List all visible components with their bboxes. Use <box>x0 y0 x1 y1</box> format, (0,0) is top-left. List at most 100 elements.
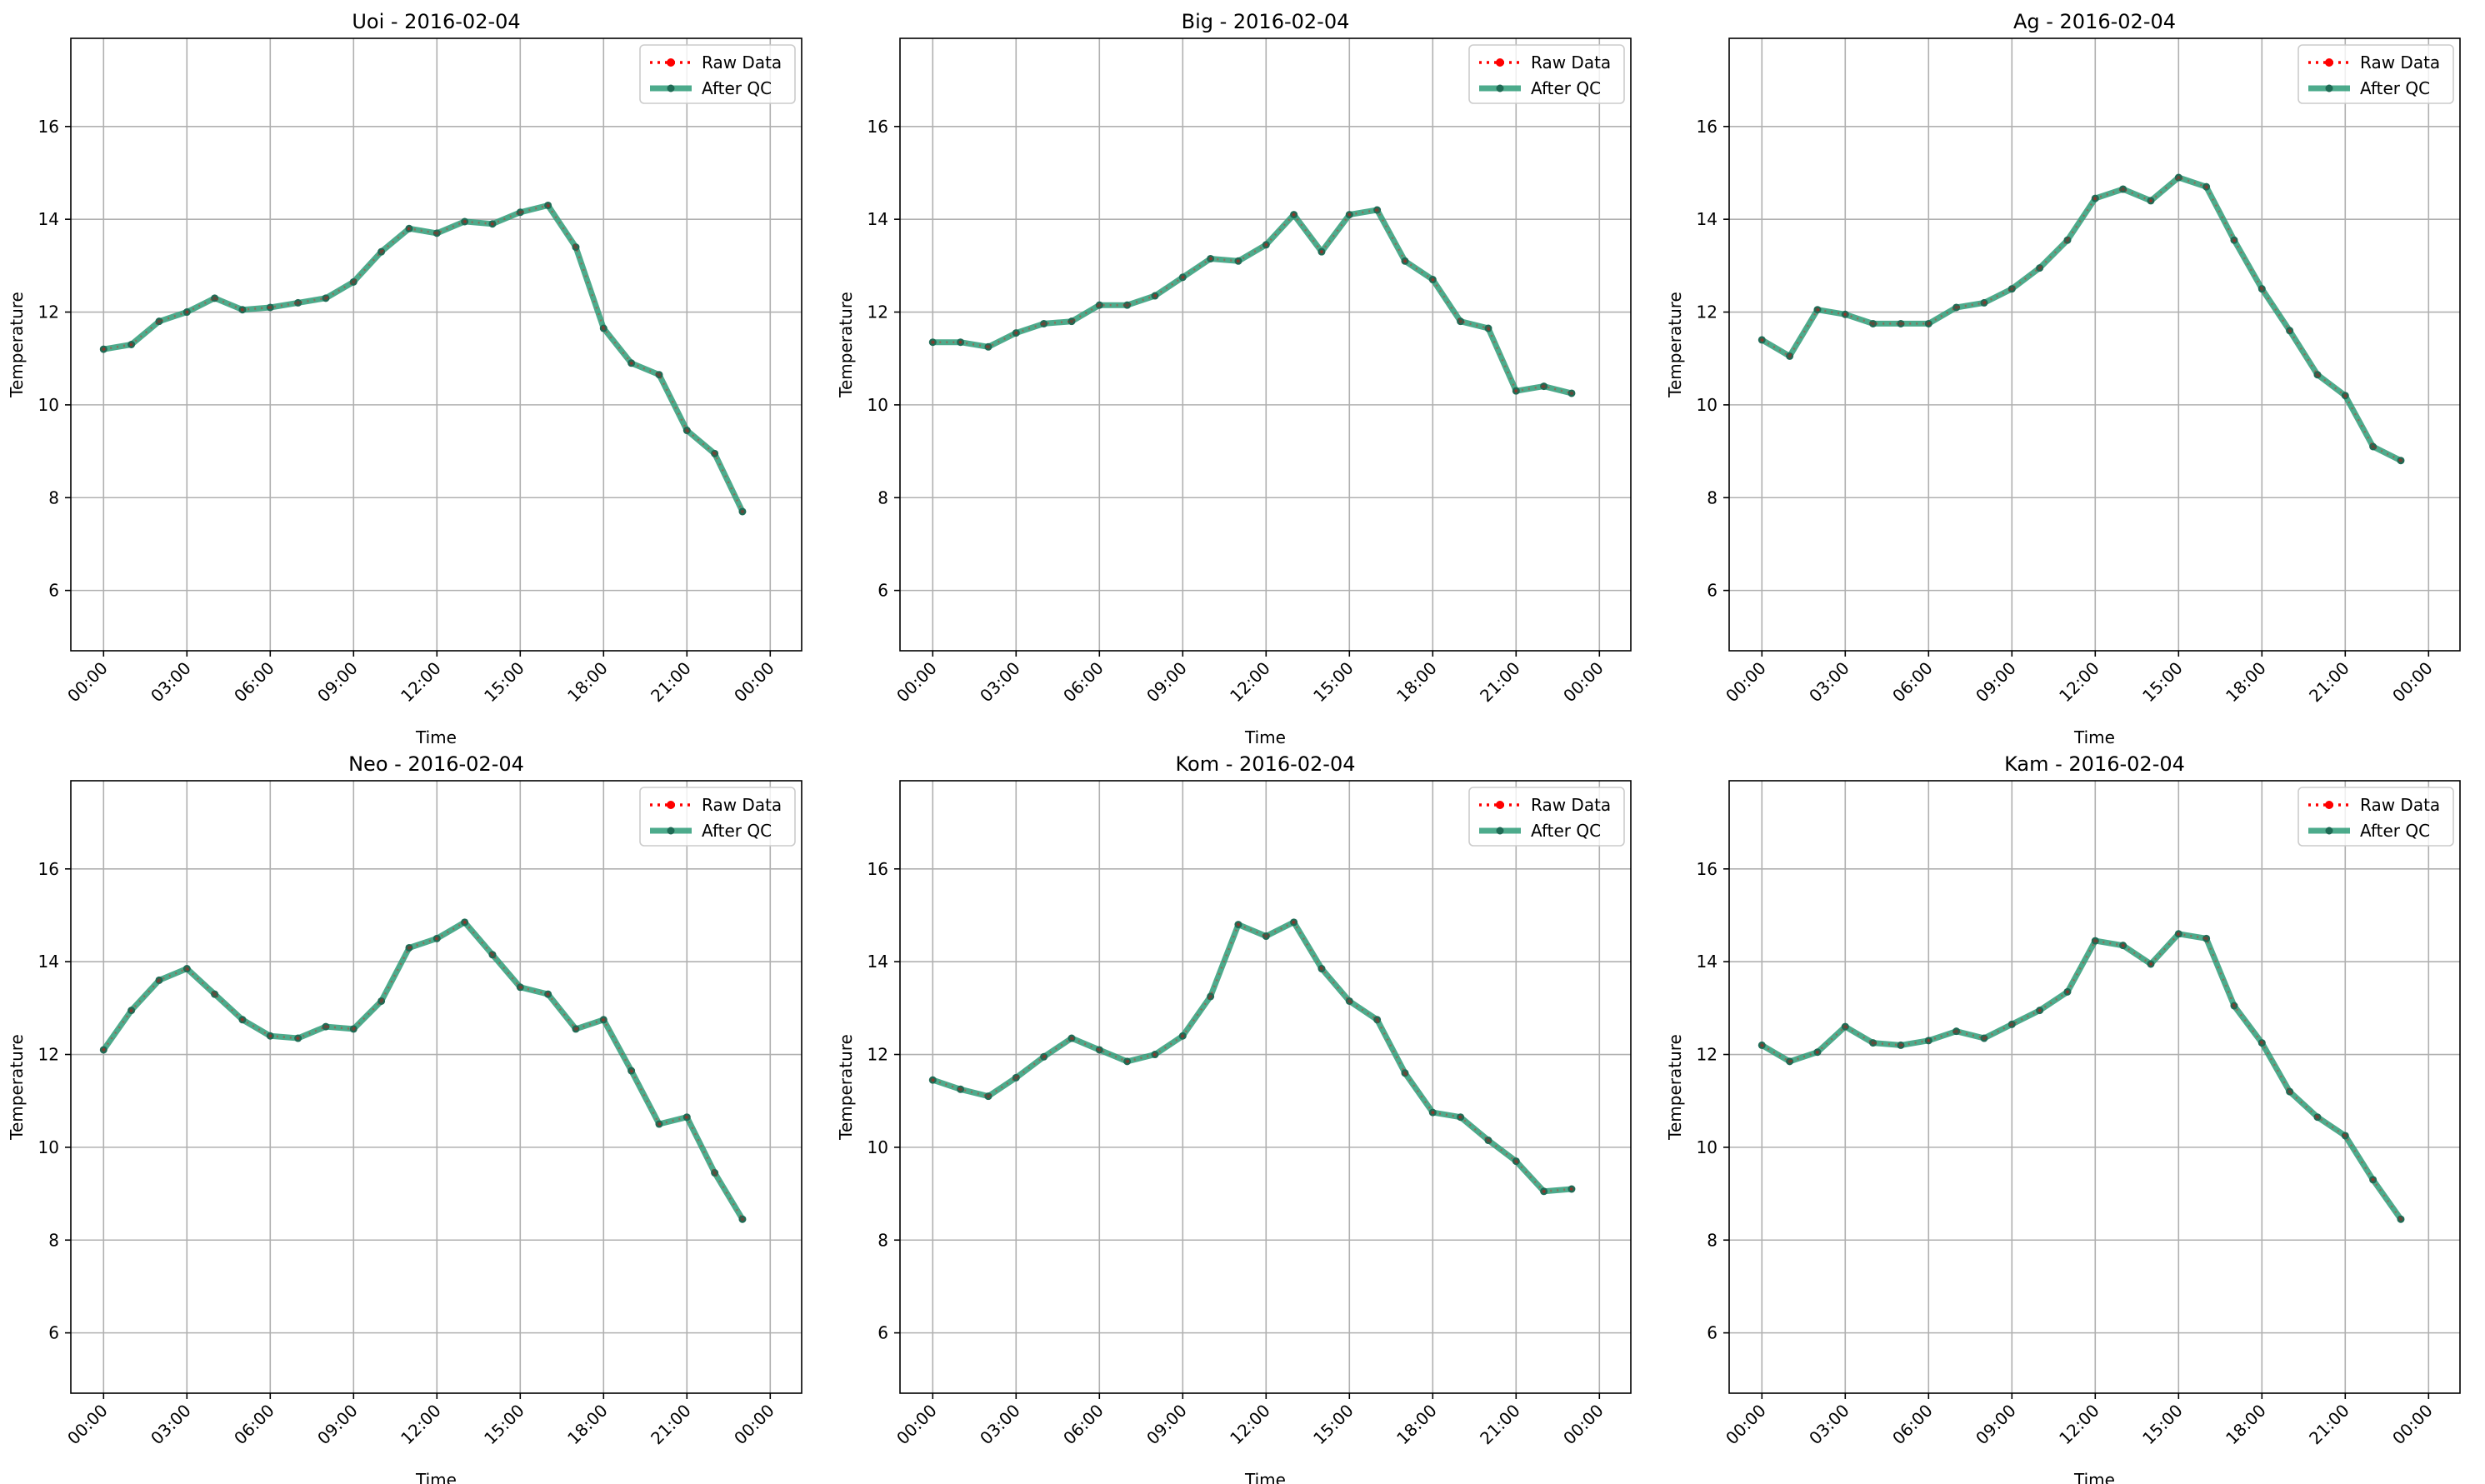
after-qc-point <box>2286 1087 2294 1096</box>
legend-raw-marker <box>667 58 675 67</box>
raw-data-point <box>1069 1036 1074 1041</box>
after-qc-point <box>2091 937 2099 945</box>
raw-data-point <box>185 967 189 971</box>
after-qc-point <box>1924 319 1932 327</box>
raw-data-line <box>1761 176 2402 462</box>
raw-data-point <box>1760 1043 1764 1047</box>
raw-data-point <box>1348 999 1352 1003</box>
raw-data-line <box>932 921 1572 1193</box>
y-tick-label: 12 <box>38 302 59 322</box>
raw-data-point <box>2204 184 2208 189</box>
raw-data-point <box>629 1068 633 1073</box>
after-qc-point <box>1012 329 1020 337</box>
plot-frame <box>899 37 1632 652</box>
y-tick-label: 6 <box>48 1323 59 1343</box>
raw-data-point <box>1871 322 1875 326</box>
raw-data-point <box>712 452 717 456</box>
after-qc-point <box>2286 327 2294 335</box>
after-qc-point <box>711 449 719 457</box>
after-qc-line <box>100 919 746 1222</box>
after-qc-point <box>1012 1073 1020 1082</box>
legend-qc-marker <box>1496 84 1504 92</box>
x-tick-label: 03:00 <box>1805 658 1853 707</box>
subplot-title: Kam - 2016-02-04 <box>2004 752 2185 776</box>
y-tick-label: 16 <box>38 117 59 137</box>
after-qc-point <box>1345 997 1353 1005</box>
raw-data-point <box>352 280 356 284</box>
y-tick-label: 8 <box>1707 487 1718 507</box>
raw-data-point <box>629 361 633 365</box>
raw-data-point <box>2371 1177 2375 1182</box>
raw-data-point <box>1402 1071 1408 1075</box>
after-qc-point <box>1457 317 1465 326</box>
raw-data-point <box>2065 990 2070 994</box>
after-qc-point <box>1373 1016 1382 1024</box>
raw-data-point <box>1815 1050 1820 1054</box>
subplot-title: Big - 2016-02-04 <box>1182 10 1350 33</box>
raw-data-point <box>435 231 439 236</box>
after-qc-point <box>2258 285 2266 293</box>
legend-raw-label: Raw Data <box>2360 795 2440 815</box>
after-qc-point <box>1512 1157 1520 1166</box>
legend-qc-label: After QC <box>2360 78 2430 98</box>
after-qc-point <box>128 341 136 348</box>
x-tick-label: 21:00 <box>2305 1401 2353 1449</box>
x-tick-label: 09:00 <box>313 658 362 707</box>
x-tick-label: 06:00 <box>1888 1401 1937 1449</box>
subplot-6: 6 8 10 12 14 16 00:00 03:00 06:00 09:00 12:00 15:00… <box>1665 752 2461 1484</box>
raw-data-point <box>240 1017 245 1022</box>
after-qc-point <box>1457 1113 1465 1122</box>
plot-frame <box>899 780 1632 1394</box>
y-tick-label: 8 <box>878 1230 888 1250</box>
raw-data-point <box>546 992 550 997</box>
y-tick-label: 12 <box>38 1045 59 1065</box>
after-qc-point <box>1151 292 1159 300</box>
x-tick-label: 18:00 <box>563 1401 612 1449</box>
x-tick-label: 00:00 <box>2388 658 2437 707</box>
x-tick-label: 03:00 <box>1805 1401 1853 1449</box>
raw-data-point <box>1014 1076 1018 1080</box>
after-qc-point <box>405 943 413 952</box>
x-tick-label: 12:00 <box>1226 658 1274 707</box>
after-qc-point <box>432 229 441 237</box>
raw-data-point <box>2288 328 2292 332</box>
raw-data-point <box>1486 326 1491 331</box>
after-qc-point <box>738 507 747 516</box>
legend-raw-marker <box>2325 801 2333 809</box>
raw-data-point <box>2148 198 2153 203</box>
x-tick-label: 00:00 <box>2388 1401 2437 1449</box>
after-qc-point <box>211 294 219 302</box>
x-tick-label: 03:00 <box>976 658 1024 707</box>
after-qc-point <box>1980 298 1988 307</box>
y-tick-label: 10 <box>1697 395 1718 415</box>
after-qc-point <box>2063 236 2072 244</box>
raw-data-point <box>958 340 962 344</box>
raw-data-point <box>1927 1038 1931 1043</box>
raw-data-point <box>2260 287 2264 291</box>
x-tick-label: 12:00 <box>397 1401 445 1449</box>
after-qc-point <box>1290 211 1298 219</box>
after-qc-point <box>516 208 524 217</box>
x-tick-label: 06:00 <box>230 658 278 707</box>
x-tick-label: 09:00 <box>1972 1401 2020 1449</box>
x-tick-label: 03:00 <box>147 658 195 707</box>
after-qc-point <box>1401 1069 1409 1077</box>
after-qc-point <box>1345 211 1353 219</box>
after-qc-point <box>1178 1032 1187 1040</box>
after-qc-point <box>599 1016 608 1024</box>
y-tick-label: 14 <box>868 209 888 229</box>
after-qc-point <box>2119 185 2128 193</box>
raw-data-point <box>1125 1059 1129 1064</box>
raw-data-point <box>2232 238 2237 242</box>
subplot-4: 6 8 10 12 14 16 00:00 03:00 06:00 09:00 12:00 15:00… <box>7 752 802 1484</box>
raw-data-point <box>1292 212 1296 217</box>
x-tick-label: 12:00 <box>2055 658 2103 707</box>
x-tick-label: 06:00 <box>1059 1401 1108 1449</box>
after-qc-point <box>2258 1039 2266 1047</box>
after-qc-point <box>1980 1034 1988 1042</box>
legend-qc-label: After QC <box>702 78 772 98</box>
after-qc-point <box>211 990 219 998</box>
after-qc-point <box>1786 1057 1794 1066</box>
subplot-5: 6 8 10 12 14 16 00:00 03:00 06:00 09:00 12:00 15:00… <box>836 752 1632 1484</box>
